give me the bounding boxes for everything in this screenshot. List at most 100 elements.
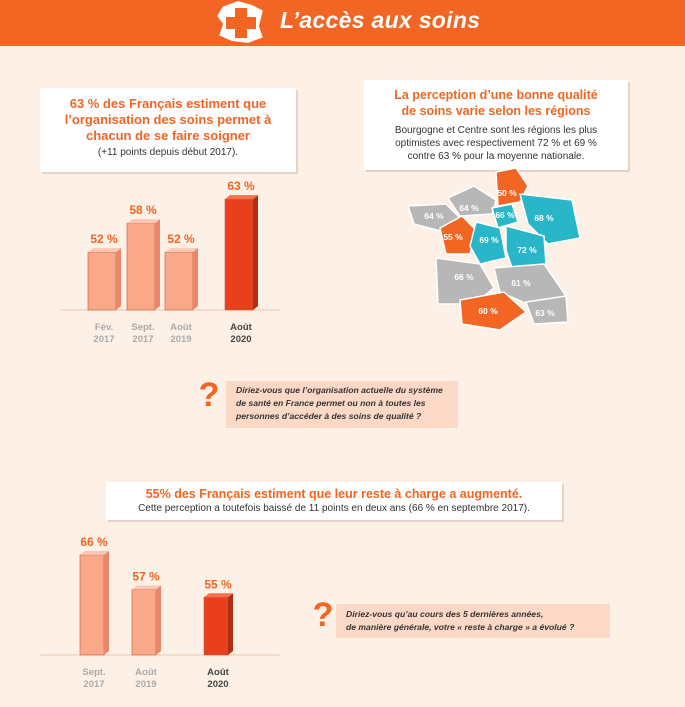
region-pays-de-la-loire [439,215,477,255]
region-label: 68 % [534,213,554,223]
tick-label: Août [207,667,229,678]
card-organisation-soins [40,88,296,172]
region-paca [524,295,569,325]
question1-line2: de santé en France permet ou non à toute… [236,398,426,408]
bar-top [127,219,160,224]
tick-label: Août [170,322,192,333]
card1-note: (+11 points depuis début 2017). [97,147,239,158]
bar-top [132,585,161,590]
bar-1 [126,219,160,311]
bar-value-label: 52 % [167,232,195,246]
bar-front [224,198,254,311]
bar-front [203,596,229,656]
region-label: 61 % [511,278,531,288]
bar-3 [224,195,258,311]
tick-label: 2019 [135,679,156,690]
region-grand-est [518,193,581,245]
bar-value-label: 57 % [132,570,160,584]
card2-body2: optimistes avec respectivement 72 % et 6… [395,138,597,149]
bar-front [131,589,157,656]
tick-label: Août [135,667,157,678]
bar-2 [164,248,198,311]
question1-line1: Diriez-vous que l’organisation actuelle … [236,385,443,395]
region-label: 72 % [517,245,537,255]
tick-label: Sept. [82,667,105,678]
svg-text:?: ? [199,376,220,414]
bar-value-label: 66 % [80,535,108,549]
bar-side [116,248,121,310]
bar-front [164,251,194,311]
bar-value-label: 55 % [204,577,232,591]
region-label: 66 % [454,272,474,282]
card1-line1: 63 % des Français estiment que [69,96,267,111]
question2-line2: de manière générale, votre « reste à cha… [346,622,575,632]
tick-label: 2020 [207,679,228,690]
card2-body1: Bourgogne et Centre sont les régions les… [394,125,598,136]
region-label: 64 % [459,203,479,213]
region-normandie [446,185,497,217]
tick-label: 2020 [230,334,251,345]
tick-label: 2017 [83,679,104,690]
bar-value-label: 52 % [90,232,118,246]
bar-side [155,219,160,310]
bar-side [156,585,161,655]
region-label: 63 % [535,308,555,318]
question1-line3: personnes d’accéder à des soins de quali… [236,411,422,421]
region-hauts-de-france [495,167,529,207]
bar-2 [203,593,233,656]
region-label: 55 % [443,232,463,242]
tick-label: 2019 [170,334,191,345]
bar-0 [87,248,121,311]
region-occitanie [459,291,528,331]
bar-value-label: 58 % [129,203,157,217]
card1-line3: chacun de se faire soigner [85,128,250,143]
bar-value-label: 63 % [227,179,255,193]
bar-1 [131,585,161,656]
bar-top [88,248,121,253]
region-label: 60 % [478,306,498,316]
bar-side [253,195,258,310]
page-title: L’accès aux soins [280,7,481,33]
question2-box [336,604,610,638]
bar-side [193,248,198,310]
region-nouvelle-aquitaine [435,257,495,305]
first-aid-france-icon [214,0,266,46]
region-centre [469,221,507,265]
region-auvergne-rhone-alpes [493,263,568,307]
bar-top [165,248,198,253]
bar-top [80,550,109,555]
tick-label: Fév. [95,322,113,333]
card3-title: 55% des Français estiment que leur reste… [145,487,523,501]
card2-title2: de soins varie selon les régions [401,104,591,118]
card2-body3: contre 63 % pour la moyenne nationale. [407,151,585,162]
question1-box [226,381,458,428]
bar-top [204,593,233,598]
bar-top [225,195,258,200]
region-label: 50 % [497,188,517,198]
bar-front [126,222,156,311]
region-bourgogne [505,225,547,269]
tick-label: Sept. [131,322,154,333]
header-bar [0,0,685,46]
bar-front [79,554,105,656]
svg-text:?: ? [313,596,334,634]
question-mark-icon: ? [199,376,220,414]
card1-line2: l’organisation des soins permet à [64,112,272,127]
region-ile-de-france [491,203,519,229]
question-mark-icon: ? [313,596,334,634]
bar-side [104,550,109,655]
tick-label: 2017 [93,334,114,345]
bar-0 [79,550,109,656]
region-label: 66 % [495,210,515,220]
region-label: 69 % [479,235,499,245]
bar-front [87,251,117,311]
region-label: 64 % [424,211,444,221]
card-reste-a-charge [106,482,562,520]
bar-side [228,593,233,655]
card2-title1: La perception d’une bonne qualité [394,88,598,102]
tick-label: Août [230,322,252,333]
question2-line1: Diriez-vous qu’au cours des 5 dernières … [346,609,544,619]
card-perception-regions [364,80,628,170]
tick-label: 2017 [132,334,153,345]
region-bretagne [406,203,462,233]
